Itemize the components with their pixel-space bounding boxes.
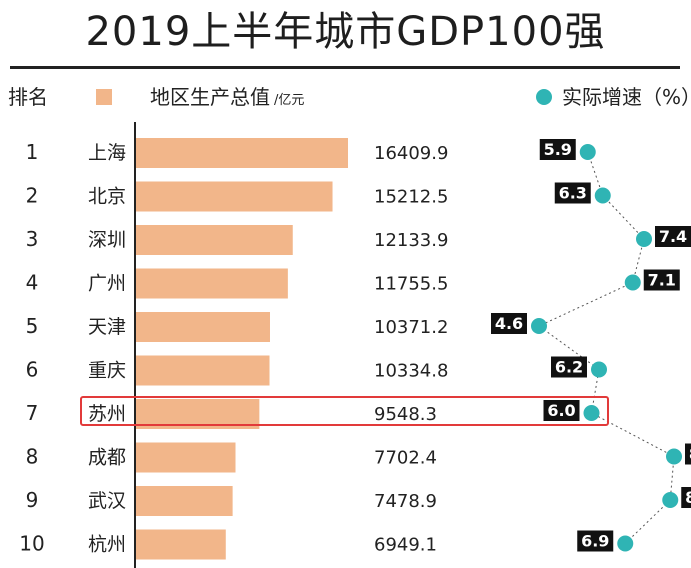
city-label: 武汉 [88, 490, 126, 512]
growth-value-label: 6.3 [559, 184, 587, 203]
rank-label: 8 [26, 445, 39, 469]
rank-label: 7 [26, 401, 39, 425]
gdp-bar [136, 529, 226, 560]
chart-title: 2019上半年城市GDP100强 [85, 9, 606, 55]
city-label: 广州 [88, 273, 126, 295]
growth-value-label: 4.6 [495, 314, 523, 333]
gdp-label: 地区生产总值 [150, 85, 270, 109]
city-label: 天津 [88, 316, 126, 338]
gdp-legend-label: 地区生产总值/亿元 [150, 84, 304, 114]
growth-legend-dot [536, 89, 552, 105]
rank-label: 4 [26, 271, 39, 295]
gdp-value-label: 10371.2 [374, 317, 448, 338]
growth-value-box [681, 487, 691, 508]
gdp-bar [136, 312, 270, 342]
city-label: 苏州 [88, 403, 126, 425]
growth-legend-label: 实际增速（%） [562, 85, 691, 109]
city-label: 北京 [88, 186, 126, 208]
growth-point [579, 144, 596, 160]
growth-point [583, 405, 600, 421]
y-axis-line [134, 122, 136, 568]
growth-point [636, 231, 652, 247]
growth-value-label: 6.2 [555, 358, 583, 377]
rank-label: 9 [26, 488, 39, 512]
gdp-bar [136, 442, 236, 473]
gdp-unit: /亿元 [274, 93, 305, 108]
gdp-value-label: 7702.4 [374, 448, 437, 469]
growth-point [531, 318, 547, 334]
growth-point [617, 535, 634, 552]
growth-value-label: 8.1 [685, 488, 691, 507]
gdp-value-label: 6949.1 [374, 535, 437, 556]
growth-point [662, 492, 679, 508]
growth-value-label: 7.1 [648, 271, 676, 290]
gdp-bar [136, 138, 348, 168]
city-label: 深圳 [88, 229, 126, 251]
growth-point [591, 361, 607, 378]
rank-label: 2 [26, 184, 39, 208]
gdp-value-label: 7478.9 [374, 491, 437, 512]
gdp-bar [136, 225, 293, 255]
gdp-value-label: 9548.3 [374, 404, 437, 425]
highlight-box [80, 396, 609, 426]
gdp-bar [136, 268, 288, 299]
growth-value-label: 5.9 [544, 140, 572, 159]
gdp-value-label: 11755.5 [374, 274, 448, 295]
growth-point [666, 448, 682, 465]
city-label: 重庆 [88, 360, 126, 382]
growth-value-box [543, 400, 580, 421]
growth-value-box [491, 313, 527, 334]
growth-value-label: 8.2 [689, 445, 691, 464]
growth-value-box [539, 139, 576, 160]
rank-label: 6 [26, 358, 39, 382]
rank-label: 5 [26, 314, 39, 338]
growth-value-box [551, 356, 587, 378]
rank-label: 1 [26, 140, 39, 164]
growth-value-box [685, 443, 691, 465]
growth-point [594, 187, 611, 204]
growth-value-box [577, 530, 614, 552]
gdp-bar [136, 355, 270, 386]
growth-value-label: 7.4 [659, 227, 687, 246]
growth-line [538, 151, 675, 544]
growth-value-box [643, 269, 680, 291]
rank-label: 10 [19, 532, 44, 556]
rank-header: 排名 [8, 85, 48, 109]
city-label: 上海 [88, 142, 126, 164]
growth-value-box [655, 226, 691, 247]
growth-point [624, 274, 641, 291]
gdp-value-label: 10334.8 [374, 361, 448, 382]
growth-value-label: 6.9 [581, 532, 609, 551]
title-divider [10, 66, 680, 69]
rank-label: 3 [26, 227, 39, 251]
gdp-value-label: 16409.9 [374, 143, 448, 164]
city-label: 成都 [88, 447, 126, 469]
gdp-legend-swatch [96, 89, 112, 105]
growth-value-box [554, 182, 591, 204]
city-label: 杭州 [88, 534, 126, 556]
gdp-bar [136, 486, 233, 516]
gdp-bar [136, 181, 333, 212]
growth-value-label: 6.0 [547, 401, 575, 420]
gdp-value-label: 12133.9 [374, 230, 448, 251]
gdp-value-label: 15212.5 [374, 187, 448, 208]
